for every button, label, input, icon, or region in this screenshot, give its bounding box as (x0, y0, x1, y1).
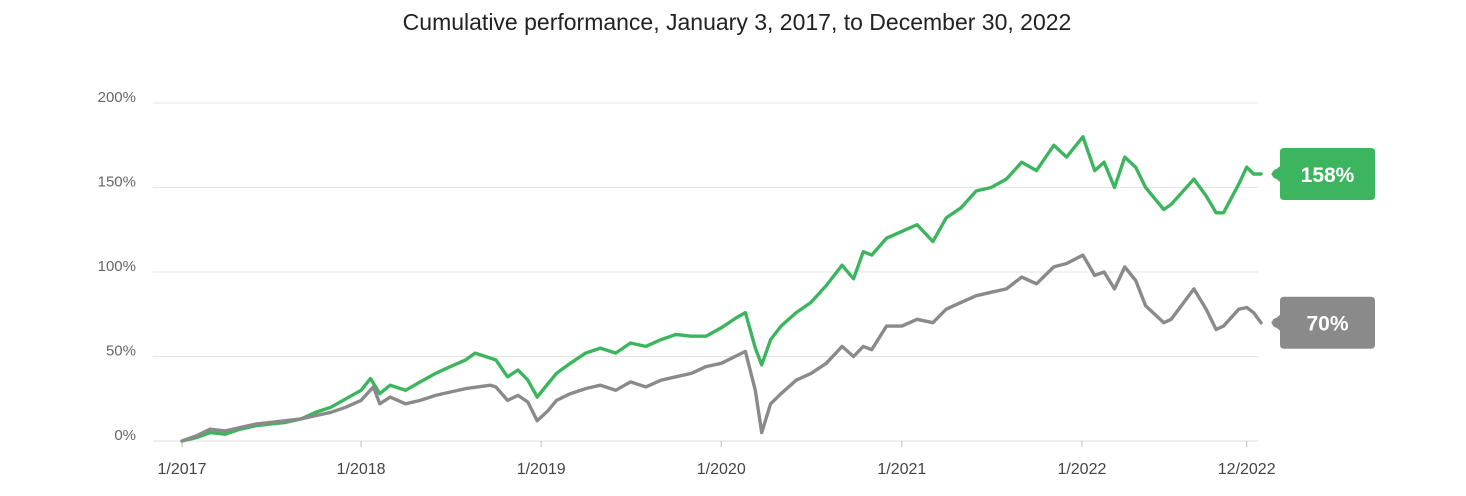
x-tick-label: 1/2018 (337, 461, 386, 478)
y-tick-label: 100% (98, 258, 136, 275)
x-tick-label: 1/2022 (1057, 461, 1106, 478)
x-axis-ticks: 1/2017 1/2018 1/2019 1/2020 1/2021 1/2022 12/2… (158, 441, 1276, 478)
end-value-badge (1271, 147, 1375, 200)
end-value-label: 158% (1301, 164, 1355, 187)
y-tick-label: 0% (114, 427, 136, 444)
x-tick-label: 1/2021 (877, 461, 926, 478)
gridlines (153, 102, 1258, 442)
x-tick-label: 12/2022 (1218, 461, 1276, 478)
x-tick-label: 1/2019 (517, 461, 566, 478)
chart-title: Cumulative performance, January 3, 2017,… (403, 9, 1072, 35)
end-value-label: 70% (1306, 313, 1348, 336)
series-line-1 (180, 135, 1263, 443)
series-lines (180, 135, 1282, 443)
end-value-badges: 158% 70% (1271, 147, 1375, 349)
y-tick-label: 200% (98, 89, 136, 106)
series-line-2 (180, 253, 1263, 443)
y-tick-label: 50% (106, 343, 136, 360)
x-tick-label: 1/2020 (697, 461, 746, 478)
y-axis-ticks: 0% 50% 100% 150% 200% (98, 89, 136, 444)
y-tick-label: 150% (98, 174, 136, 191)
x-tick-label: 1/2017 (158, 461, 207, 478)
end-value-badge (1271, 296, 1375, 349)
